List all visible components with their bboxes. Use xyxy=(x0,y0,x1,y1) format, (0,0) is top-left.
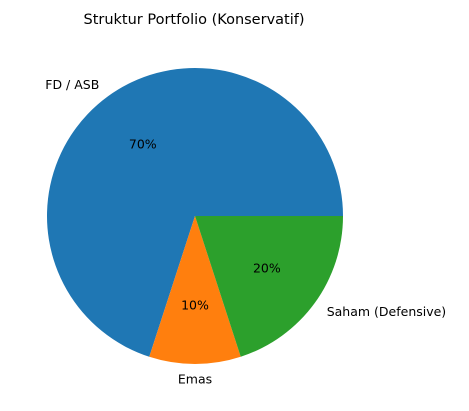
slice-percent-emas: 10% xyxy=(181,297,209,312)
pie-slice-fd-asb xyxy=(46,68,343,357)
pie-slice-emas xyxy=(149,216,241,364)
pie-labels: FD / ASB 70% Emas 10% Saham (Defensive) 20% xyxy=(45,77,446,387)
slice-label-emas: Emas xyxy=(178,371,212,386)
slice-percent-fd-asb: 70% xyxy=(129,137,157,152)
pie-slices xyxy=(46,68,343,364)
chart-title: Struktur Portfolio (Konservatif) xyxy=(83,12,304,28)
pie-slice-saham-defensive xyxy=(195,216,343,357)
slice-percent-saham-defensive: 20% xyxy=(253,261,281,276)
slice-label-saham-defensive: Saham (Defensive) xyxy=(327,304,446,319)
slice-label-fd-asb: FD / ASB xyxy=(45,77,99,92)
